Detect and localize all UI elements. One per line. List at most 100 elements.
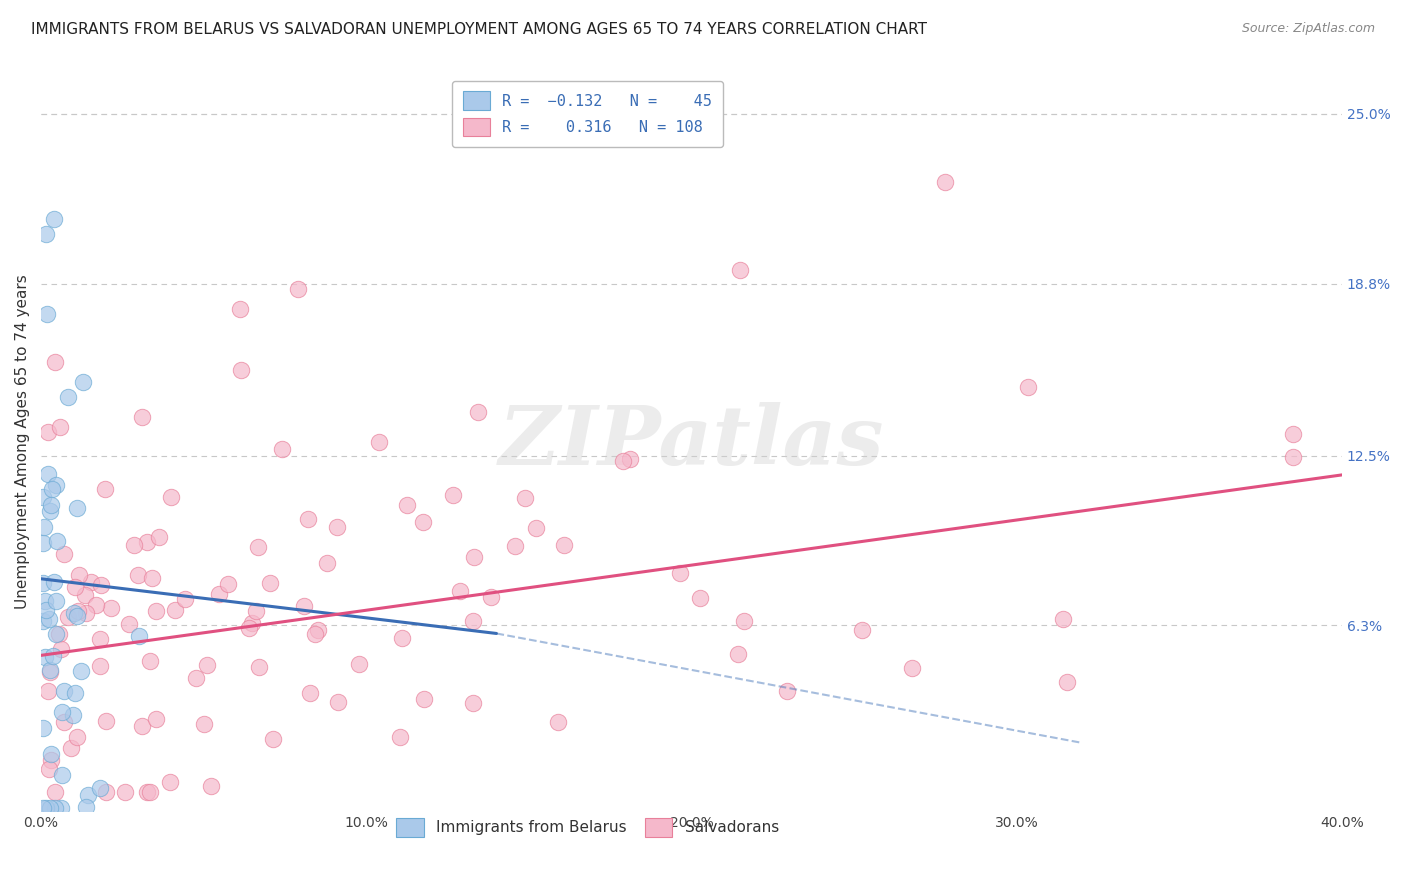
Point [238,621,260,635]
Point [51,705,73,719]
Point [247,660,270,674]
Point [90,578,112,592]
Point [62,708,84,723]
Point [391,631,413,645]
Point [48,626,70,640]
Point [49,419,72,434]
Point [58,610,80,624]
Point [315,556,337,570]
Point [89,780,111,795]
Point [37,425,59,439]
Point [42,649,65,664]
Point [39,504,62,518]
Point [208,587,231,601]
Point [89,632,111,646]
Point [246,540,269,554]
Point [39,498,62,512]
Point [80,574,103,589]
Point [307,623,329,637]
Point [52,547,75,561]
Point [1282,426,1305,441]
Point [31,536,53,550]
Point [66,501,89,516]
Point [44,211,66,226]
Point [96,785,118,799]
Point [242,615,264,630]
Point [45,534,67,549]
Point [463,550,485,565]
Point [467,405,489,419]
Point [299,686,322,700]
Point [94,714,117,728]
Point [664,112,686,127]
Point [31,575,53,590]
Point [56,390,79,404]
Point [31,721,53,735]
Point [35,801,58,815]
Point [619,452,641,467]
Point [217,576,239,591]
Point [200,779,222,793]
Point [547,714,569,729]
Point [32,490,55,504]
Point [41,753,63,767]
Point [730,263,752,277]
Point [1017,380,1039,394]
Point [776,684,799,698]
Point [733,614,755,628]
Point [70,664,93,678]
Point [159,775,181,789]
Point [141,571,163,585]
Point [35,307,58,321]
Point [193,717,215,731]
Point [63,686,86,700]
Point [271,442,294,456]
Point [347,657,370,671]
Point [32,520,55,534]
Point [245,604,267,618]
Point [38,762,60,776]
Point [139,654,162,668]
Point [35,227,58,242]
Point [292,599,315,613]
Point [37,467,59,481]
Point [41,482,63,496]
Point [49,641,72,656]
Point [34,593,56,607]
Point [67,603,90,617]
Point [513,491,536,505]
Point [367,435,389,450]
Point [38,663,60,677]
Point [122,538,145,552]
Text: IMMIGRANTS FROM BELARUS VS SALVADORAN UNEMPLOYMENT AMONG AGES 65 TO 74 YEARS COR: IMMIGRANTS FROM BELARUS VS SALVADORAN UN… [31,22,927,37]
Point [304,626,326,640]
Point [449,584,471,599]
Point [461,696,484,710]
Point [45,478,67,492]
Point [75,799,97,814]
Point [31,614,53,628]
Point [851,623,873,637]
Point [160,490,183,504]
Point [326,519,349,533]
Point [669,566,692,580]
Point [72,375,94,389]
Point [479,590,502,604]
Point [461,615,484,629]
Point [136,785,159,799]
Point [53,684,76,698]
Point [77,788,100,802]
Point [727,647,749,661]
Point [118,617,141,632]
Point [67,567,90,582]
Point [114,785,136,799]
Point [389,730,412,744]
Point [38,612,60,626]
Text: Source: ZipAtlas.com: Source: ZipAtlas.com [1241,22,1375,36]
Point [34,650,56,665]
Point [259,576,281,591]
Point [262,731,284,746]
Point [44,801,66,815]
Point [1056,674,1078,689]
Point [63,580,86,594]
